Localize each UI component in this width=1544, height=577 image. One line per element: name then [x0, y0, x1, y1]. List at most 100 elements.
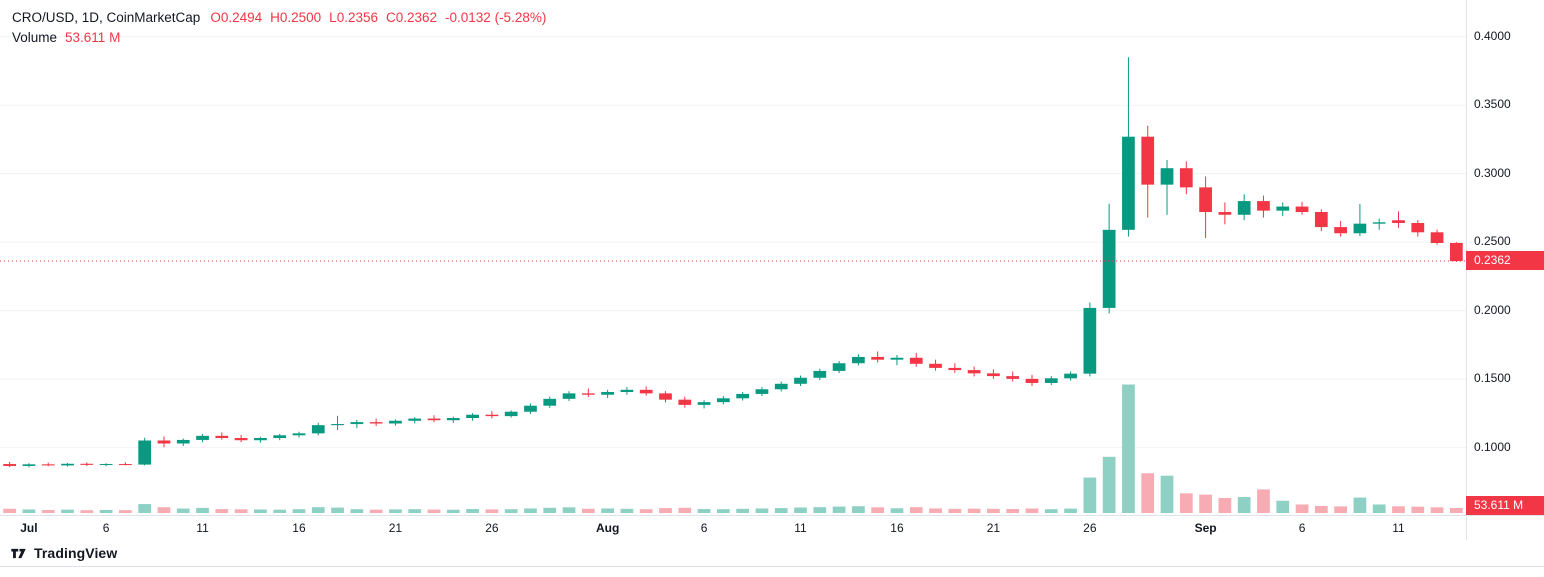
candle[interactable]: [581, 393, 595, 395]
volume-bar[interactable]: [1179, 493, 1193, 513]
volume-bar[interactable]: [1025, 508, 1039, 513]
tradingview-brand[interactable]: TradingView: [34, 545, 118, 561]
candle[interactable]: [1353, 223, 1367, 234]
symbol-title[interactable]: CRO/USD, 1D, CoinMarketCap: [12, 10, 201, 25]
candle[interactable]: [1257, 201, 1270, 211]
candle[interactable]: [774, 383, 788, 390]
volume-bar[interactable]: [273, 509, 287, 513]
volume-bar[interactable]: [292, 509, 306, 513]
volume-bar[interactable]: [755, 508, 769, 513]
volume-bar[interactable]: [254, 509, 267, 513]
candle[interactable]: [215, 435, 229, 439]
volume-bar[interactable]: [1122, 384, 1135, 513]
volume-bar[interactable]: [41, 510, 55, 513]
candle[interactable]: [1179, 168, 1193, 188]
volume-bar[interactable]: [119, 510, 132, 513]
candle[interactable]: [620, 389, 634, 393]
volume-bar[interactable]: [1353, 497, 1367, 513]
candle[interactable]: [1411, 222, 1425, 233]
candle[interactable]: [909, 357, 923, 364]
candle[interactable]: [504, 411, 518, 417]
candle[interactable]: [639, 389, 653, 394]
volume-bar[interactable]: [620, 508, 634, 513]
volume-bar[interactable]: [61, 509, 74, 513]
candle[interactable]: [1218, 212, 1232, 215]
volume-bar[interactable]: [1276, 500, 1290, 513]
time-axis[interactable]: Jul 6 11 16 21 26 Aug 6 11 16 21 26 Sep 6 11: [0, 515, 1466, 540]
candle[interactable]: [1334, 227, 1347, 234]
candle[interactable]: [1025, 378, 1039, 383]
volume-bar[interactable]: [852, 506, 865, 513]
volume-bar[interactable]: [80, 510, 94, 513]
candle[interactable]: [254, 438, 267, 441]
volume-bar[interactable]: [3, 508, 17, 513]
candle[interactable]: [3, 464, 17, 466]
volume-bar[interactable]: [485, 509, 499, 513]
volume-bar[interactable]: [813, 507, 827, 513]
candle[interactable]: [485, 414, 499, 417]
volume-bar[interactable]: [697, 509, 711, 513]
volume-bar[interactable]: [99, 509, 113, 513]
volume-bar[interactable]: [504, 509, 518, 513]
candle[interactable]: [119, 464, 132, 466]
volume-bar[interactable]: [1199, 494, 1212, 513]
candle[interactable]: [157, 440, 171, 444]
volume-bar[interactable]: [1218, 497, 1232, 513]
volume-bar[interactable]: [369, 509, 383, 513]
volume-bar[interactable]: [967, 508, 981, 513]
tradingview-logo-icon[interactable]: [10, 545, 27, 562]
volume-bar[interactable]: [562, 507, 576, 513]
candle[interactable]: [1237, 201, 1251, 215]
volume-bar[interactable]: [678, 507, 692, 513]
volume-bar[interactable]: [1334, 506, 1347, 513]
volume-bar[interactable]: [716, 509, 730, 513]
candle[interactable]: [273, 435, 287, 439]
volume-bar[interactable]: [581, 508, 595, 513]
volume-bar[interactable]: [196, 507, 209, 513]
candle[interactable]: [196, 435, 209, 440]
volume-bar[interactable]: [1295, 504, 1309, 513]
volume-bar[interactable]: [1449, 508, 1463, 513]
candle[interactable]: [446, 418, 460, 421]
volume-bar[interactable]: [234, 509, 248, 513]
candle[interactable]: [80, 463, 94, 465]
candle[interactable]: [678, 399, 692, 405]
candle[interactable]: [1083, 307, 1097, 374]
volume-bar[interactable]: [1257, 489, 1270, 513]
candle[interactable]: [1430, 232, 1444, 243]
candle[interactable]: [871, 356, 885, 360]
candle[interactable]: [350, 422, 364, 425]
candle[interactable]: [1199, 187, 1212, 213]
volume-bar[interactable]: [543, 507, 557, 513]
volume-bar[interactable]: [1083, 477, 1097, 513]
candlestick-chart[interactable]: [0, 0, 1544, 541]
price-axis[interactable]: 0.4000 0.3500 0.3000 0.2500 0.2000 0.1500 0.10…: [1466, 0, 1544, 515]
volume-bar[interactable]: [601, 508, 614, 513]
candle[interactable]: [852, 356, 865, 364]
candle[interactable]: [369, 422, 383, 424]
candle[interactable]: [832, 363, 846, 371]
candle[interactable]: [601, 392, 614, 395]
volume-bar[interactable]: [929, 508, 942, 513]
volume-bar[interactable]: [871, 507, 885, 513]
candle[interactable]: [716, 398, 730, 403]
volume-bar[interactable]: [1392, 506, 1405, 513]
volume-bar[interactable]: [1430, 507, 1444, 513]
volume-bar[interactable]: [389, 509, 402, 513]
volume-bar[interactable]: [331, 507, 344, 513]
volume-bar[interactable]: [176, 508, 190, 513]
candle[interactable]: [736, 393, 750, 399]
candle[interactable]: [1372, 222, 1386, 224]
candle[interactable]: [22, 464, 36, 466]
volume-bar[interactable]: [157, 507, 171, 513]
volume-bar[interactable]: [446, 509, 460, 513]
volume-bar[interactable]: [987, 508, 1000, 513]
volume-bar[interactable]: [350, 509, 364, 513]
volume-bar[interactable]: [1044, 509, 1058, 513]
candle[interactable]: [61, 463, 74, 466]
volume-bar[interactable]: [1102, 456, 1116, 513]
candle[interactable]: [408, 418, 422, 421]
volume-bar[interactable]: [659, 508, 672, 513]
candle[interactable]: [562, 393, 576, 399]
candle[interactable]: [331, 424, 344, 426]
